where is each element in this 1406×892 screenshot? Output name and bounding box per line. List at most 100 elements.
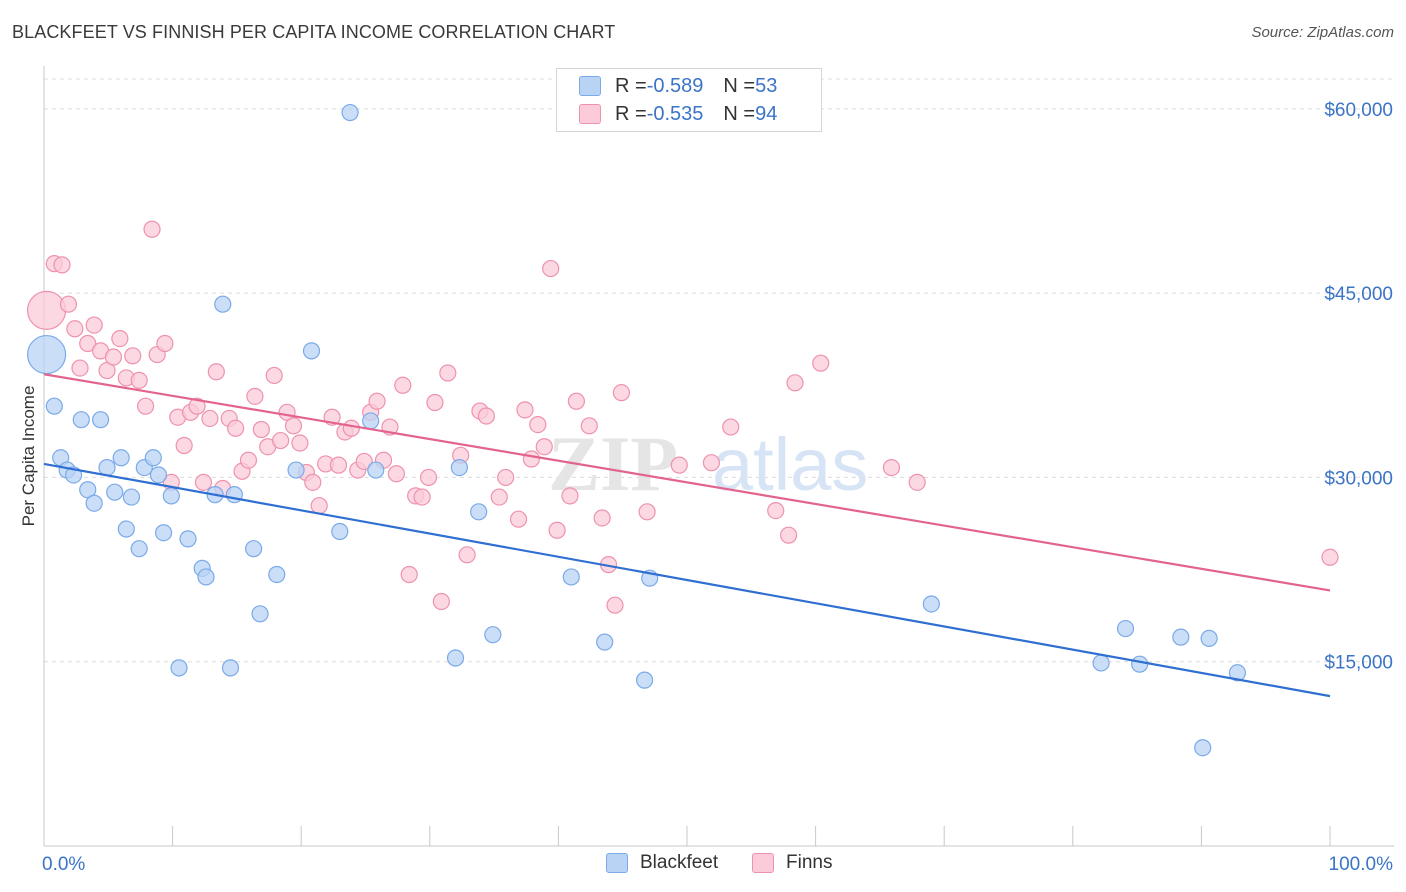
finns-point[interactable]: [722, 418, 740, 436]
finns-point[interactable]: [124, 347, 142, 365]
blackfeet-point[interactable]: [91, 411, 110, 429]
blackfeet-point[interactable]: [268, 565, 286, 584]
finns-point[interactable]: [670, 456, 688, 474]
blackfeet-point[interactable]: [85, 494, 103, 512]
finns-point[interactable]: [580, 417, 598, 435]
blackfeet-point[interactable]: [562, 568, 580, 586]
finns-point[interactable]: [53, 256, 71, 274]
finns-point[interactable]: [497, 468, 515, 487]
finns-point[interactable]: [201, 409, 219, 428]
blackfeet-point[interactable]: [1092, 654, 1110, 672]
finns-point[interactable]: [355, 452, 373, 471]
finns-point[interactable]: [439, 364, 457, 382]
finns-point[interactable]: [567, 392, 586, 410]
blackfeet-point[interactable]: [144, 449, 162, 467]
finns-point[interactable]: [477, 407, 495, 425]
finns-point[interactable]: [284, 417, 303, 435]
blackfeet-point[interactable]: [635, 671, 654, 689]
blackfeet-point[interactable]: [446, 649, 465, 667]
finns-point[interactable]: [767, 502, 785, 520]
finns-point[interactable]: [529, 416, 547, 434]
finns-point[interactable]: [522, 450, 540, 468]
blackfeet-point[interactable]: [1194, 739, 1212, 757]
finns-point[interactable]: [272, 431, 290, 450]
blackfeet-point[interactable]: [130, 540, 148, 558]
blackfeet-point[interactable]: [596, 633, 614, 651]
blackfeet-point[interactable]: [245, 540, 263, 558]
blackfeet-point[interactable]: [1228, 664, 1247, 682]
finns-point[interactable]: [188, 397, 206, 415]
legend-item-finns[interactable]: Finns: [752, 852, 832, 874]
finns-point[interactable]: [561, 487, 579, 505]
finns-point[interactable]: [246, 387, 264, 405]
finns-point[interactable]: [786, 374, 804, 392]
blackfeet-point[interactable]: [251, 605, 269, 623]
finns-point[interactable]: [400, 565, 418, 584]
finns-point[interactable]: [1321, 548, 1339, 566]
finns-point[interactable]: [59, 295, 78, 313]
finns-point[interactable]: [779, 526, 798, 544]
blackfeet-point[interactable]: [922, 595, 940, 613]
finns-point[interactable]: [71, 359, 89, 377]
finns-point[interactable]: [79, 334, 97, 353]
blackfeet-point[interactable]: [117, 520, 135, 538]
finns-point[interactable]: [606, 596, 624, 614]
blackfeet-point[interactable]: [341, 103, 359, 122]
blackfeet-point[interactable]: [302, 342, 321, 360]
blackfeet-point[interactable]: [45, 397, 63, 415]
finns-point[interactable]: [239, 451, 258, 469]
blackfeet-point[interactable]: [1200, 629, 1218, 647]
finns-point[interactable]: [310, 497, 328, 515]
blackfeet-point[interactable]: [26, 334, 67, 375]
finns-point[interactable]: [291, 434, 309, 452]
blackfeet-point[interactable]: [1116, 619, 1135, 638]
blackfeet-point[interactable]: [214, 295, 232, 313]
finns-point[interactable]: [413, 488, 431, 506]
finns-point[interactable]: [304, 473, 322, 491]
finns-point[interactable]: [908, 473, 926, 491]
finns-point[interactable]: [593, 509, 611, 527]
blackfeet-point[interactable]: [287, 461, 305, 479]
blackfeet-point[interactable]: [154, 524, 173, 542]
blackfeet-point[interactable]: [1131, 655, 1149, 673]
blackfeet-point[interactable]: [179, 530, 197, 548]
finns-point[interactable]: [156, 334, 174, 353]
finns-point[interactable]: [490, 488, 508, 506]
finns-point[interactable]: [419, 468, 438, 487]
finns-point[interactable]: [458, 546, 476, 564]
finns-point[interactable]: [342, 419, 360, 437]
blackfeet-point[interactable]: [162, 487, 180, 505]
blackfeet-point[interactable]: [450, 459, 468, 477]
blackfeet-point[interactable]: [72, 411, 90, 429]
finns-point[interactable]: [207, 363, 225, 381]
finns-point[interactable]: [227, 419, 245, 437]
finns-point[interactable]: [394, 376, 412, 394]
blackfeet-point[interactable]: [331, 522, 349, 541]
finns-point[interactable]: [194, 473, 213, 491]
finns-point[interactable]: [509, 510, 528, 528]
finns-point[interactable]: [130, 371, 148, 389]
finns-point[interactable]: [638, 503, 656, 521]
finns-point[interactable]: [136, 397, 155, 415]
blackfeet-point[interactable]: [1172, 628, 1190, 646]
blackfeet-point[interactable]: [122, 488, 141, 506]
legend-item-blackfeet[interactable]: Blackfeet: [606, 852, 718, 874]
finns-point[interactable]: [329, 456, 348, 474]
finns-point[interactable]: [66, 320, 84, 338]
finns-point[interactable]: [85, 316, 103, 334]
finns-point[interactable]: [265, 366, 283, 385]
finns-point[interactable]: [368, 392, 386, 410]
finns-point[interactable]: [175, 436, 193, 455]
finns-point[interactable]: [812, 354, 830, 372]
blackfeet-point[interactable]: [484, 626, 502, 644]
blackfeet-point[interactable]: [197, 568, 215, 586]
finns-point[interactable]: [542, 259, 560, 278]
finns-point[interactable]: [432, 592, 450, 611]
finns-point[interactable]: [426, 393, 444, 412]
blackfeet-point[interactable]: [362, 412, 380, 430]
finns-point[interactable]: [516, 401, 534, 419]
blackfeet-point[interactable]: [470, 503, 488, 521]
finns-point[interactable]: [252, 420, 270, 439]
finns-point[interactable]: [535, 438, 553, 456]
finns-point[interactable]: [702, 454, 721, 472]
